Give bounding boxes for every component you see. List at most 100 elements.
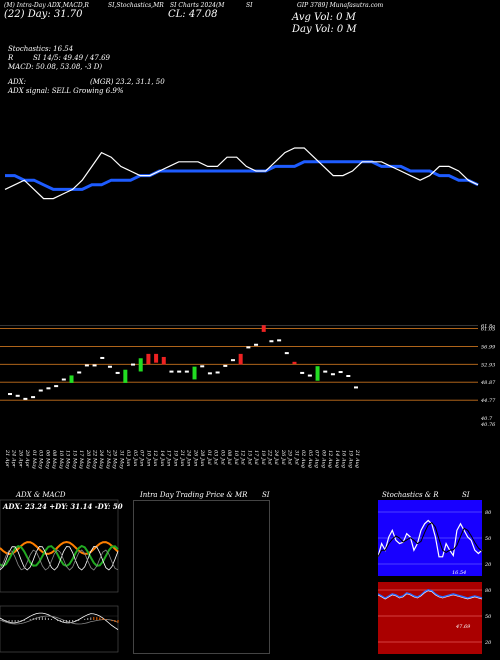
date-tick: 12 Jul [240,450,246,465]
adx-stat: ADX: [8,78,27,86]
candle [307,374,312,377]
adx-grey-line [0,549,119,571]
intraday-panel-title: Intra Day Trading Price & MR [140,491,248,499]
date-tick: 20 May [85,449,91,469]
candle [161,356,166,365]
close-label: CL: 47.08 [168,9,218,20]
candle [192,366,197,380]
rsi-tick: 20 [484,640,492,646]
candle [269,340,274,343]
price-level-label: 61.05 [481,327,495,333]
date-tick: 17 Jun [166,450,172,466]
candle [77,371,82,374]
date-tick: 19 Jul [260,450,266,465]
stoch-tick: 80 [485,510,492,516]
candle [207,372,212,375]
date-tick: 29 May [112,449,118,469]
candle [300,371,305,374]
candle [15,394,20,397]
stoch-tick: 20 [484,562,492,568]
stochastics-rsi-panel: 80 50 20 80 50 20 16.54 47.69 [378,500,492,654]
candle [277,339,282,342]
header-line5: GIP 3789] Munafasutra.com [297,2,384,9]
macd-frame [0,605,119,653]
date-tick: 01 May [31,450,37,469]
date-tick: 07 Aug [314,450,320,468]
avg-vol-label: Avg Vol: 0 M [292,12,356,23]
price-level-label: 40.76 [480,422,496,428]
candle [46,387,51,390]
adx-macd-panel [0,499,119,653]
adx-panel-values: ADX: 23.24 +DY: 31.14 -DY: 50 [3,502,123,511]
candle [292,361,297,364]
day-label: (22) Day: 31.70 [4,9,83,20]
price-level-label: 48.87 [480,380,496,386]
rsi-tick: 80 [485,588,492,594]
price-top-label: 61.8a [481,323,495,329]
date-tick: 15 Jul [246,450,252,465]
candle [338,371,343,374]
date-tick: 07 Jun [139,450,145,466]
candle [177,370,182,373]
date-tick: 16 Aug [341,450,347,468]
candle [184,370,189,373]
date-tick: 26 Jun [193,449,199,466]
candle [84,364,89,367]
candle [38,389,43,392]
date-tick: 26 Apr [18,449,24,468]
date-tick: 12 Aug [327,450,333,468]
date-tick: 03 Jul [213,450,219,465]
candle [100,356,105,359]
candle [238,353,243,365]
stoch-d-line [378,522,483,558]
candle [254,343,259,346]
adx-panel-title: ADX & MACD [16,491,66,499]
date-tick: 14 Jun [159,450,165,466]
candle [330,373,335,376]
rsi-label: R [8,54,14,62]
candle [215,371,220,374]
intraday-panel-si: SI [262,491,270,499]
price-level-label: 56.99 [481,344,496,350]
candle [154,353,159,363]
date-tick: 27 May [105,449,111,469]
candle [230,359,235,362]
date-tick: 13 May [65,450,71,469]
date-tick: 29 Jul [287,449,293,465]
date-tick: 03 Jun [125,450,131,466]
candle [200,365,205,368]
date-tick: 19 Jun [172,450,178,466]
ma-line [5,160,479,191]
candle [246,346,251,349]
date-tick: 22 May [92,449,98,469]
stoch-panel-title: Stochastics & R [382,491,439,499]
candle [223,364,228,367]
date-tick: 24 Apr [11,449,17,468]
candle [323,370,328,373]
rsi-white-line [378,590,483,600]
stoch-stat: Stochastics: 16.54 [8,45,74,53]
date-tick: 01 Jul [206,450,212,465]
macd-stat: MACD: 50.08, 53.08, -3 D) [8,63,103,71]
date-tick: 26 Jul [280,449,286,465]
rsi-line [378,588,483,599]
candle [138,358,143,372]
date-tick: 10 Jun [145,450,151,466]
date-tick: 14 Aug [334,450,340,468]
date-tick: 24 Jul [273,449,279,465]
rsi-stat: SI 14/5: 49.49 / 47.69 [33,54,110,62]
date-tick: 29 Apr [24,449,30,468]
date-tick: 28 Jun [199,449,205,466]
adx-values: (MGR) 23.2, 31.1, 50 [90,78,165,86]
header-line1: (M) Intra-Day ADX,MACD,R [4,2,89,9]
day-vol-label: Day Vol: 0 M [292,24,357,35]
date-tick: 21 Jun [179,449,185,466]
date-tick: 10 May [58,450,64,469]
candle [354,386,358,389]
header-line4: SI [246,2,253,9]
candle [131,363,136,366]
candle [61,378,66,381]
intraday-panel [133,500,270,654]
date-tick: 06 May [44,450,50,469]
